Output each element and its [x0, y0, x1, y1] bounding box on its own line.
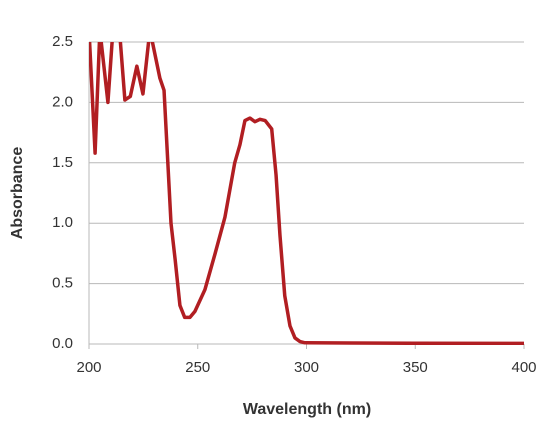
y-tick-label: 0.0 — [52, 335, 73, 352]
data-line — [89, 42, 525, 345]
x-tick-label: 400 — [511, 359, 536, 376]
y-tick-label: 2.0 — [52, 93, 73, 110]
x-axis-title: Wavelength (nm) — [243, 401, 371, 418]
x-tick-label: 300 — [294, 359, 319, 376]
y-tick-label: 0.5 — [52, 275, 73, 292]
y-axis-title: Absorbance — [9, 147, 26, 240]
x-tick-label: 200 — [76, 359, 101, 376]
y-tick-label: 1.5 — [52, 154, 73, 171]
y-tick-label: 1.0 — [52, 214, 73, 231]
y-tick-label: 2.5 — [52, 33, 73, 50]
x-tick-label: 350 — [403, 359, 428, 376]
x-tick-label: 250 — [185, 359, 210, 376]
